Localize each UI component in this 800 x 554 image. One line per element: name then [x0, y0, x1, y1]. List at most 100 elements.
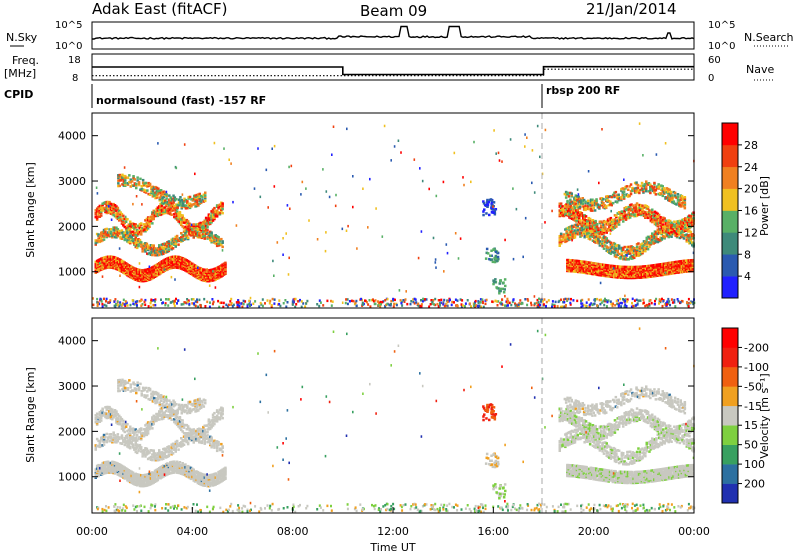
echo-cell: [571, 261, 575, 265]
echo-cell: [689, 217, 693, 221]
echo-cell: [189, 224, 193, 228]
echo-cell: [153, 186, 156, 189]
echo-cell: [691, 269, 695, 273]
echo-cell: [217, 272, 220, 276]
echo-cell: [691, 258, 695, 262]
echo-cell: [605, 299, 607, 302]
echo-cell: [192, 267, 195, 270]
echo-cell: [633, 187, 637, 190]
echo-cell: [635, 249, 639, 253]
echo-cell: [181, 201, 185, 205]
echo-cell: [123, 268, 126, 271]
echo-cell: [209, 234, 212, 238]
echo-cell: [372, 299, 375, 303]
echo-cell: [184, 265, 187, 268]
echo-cell: [169, 260, 172, 263]
echo-cell: [580, 224, 584, 227]
echo-cell: [597, 265, 601, 269]
echo-cell: [109, 259, 113, 262]
echo-cell: [117, 175, 120, 178]
echo-cell: [152, 269, 155, 272]
echo-cell: [559, 240, 563, 244]
echo-cell: [140, 271, 143, 275]
echo-cell: [224, 269, 227, 273]
echo-cell: [162, 200, 166, 203]
echo-cell: [603, 274, 606, 278]
echo-cell: [279, 304, 282, 308]
echo-cell: [222, 301, 225, 305]
echo-cell: [217, 205, 220, 209]
echo-cell: [654, 274, 657, 278]
echo-cell: [94, 241, 97, 245]
echo-cell: [584, 224, 588, 228]
echo-cell: [659, 239, 662, 242]
echo-cell: [170, 255, 173, 259]
echo-cell: [109, 263, 113, 267]
echo-cell: [686, 267, 689, 270]
echo-cell: [169, 204, 172, 207]
echo-cell: [137, 232, 140, 236]
echo-cell: [493, 209, 496, 212]
echo-cell: [676, 270, 679, 273]
echo-cell: [577, 206, 580, 209]
echo-cell: [657, 274, 660, 277]
echo-cell: [588, 264, 591, 267]
echo-cell: [155, 254, 158, 257]
echo-cell: [587, 232, 590, 235]
echo-cell: [118, 231, 121, 234]
echo-cell: [682, 230, 686, 233]
echo-cell: [428, 305, 431, 308]
echo-cell: [153, 187, 156, 191]
echo-cell: [664, 263, 667, 267]
echo-cell: [173, 213, 176, 216]
echo-cell: [149, 218, 153, 221]
echo-cell: [639, 269, 642, 273]
echo-cell: [587, 227, 590, 231]
echo-cell: [101, 263, 104, 267]
echo-cell: [173, 302, 175, 305]
echo-cell: [213, 271, 216, 275]
echo-cell: [571, 206, 574, 210]
echo-cell: [649, 210, 653, 213]
echo-cell: [196, 233, 200, 237]
echo-cell: [572, 235, 575, 238]
echo-cell: [119, 268, 122, 271]
echo-cell: [135, 182, 138, 186]
echo-cell: [163, 243, 166, 247]
echo-cell: [614, 269, 617, 272]
echo-cell: [669, 261, 672, 264]
echo-cell: [160, 261, 164, 265]
echo-cell: [497, 287, 500, 290]
echo-cell: [193, 268, 197, 271]
echo-cell: [131, 277, 135, 280]
echo-cell: [112, 213, 115, 217]
echo-cell: [122, 221, 125, 224]
echo-cell: [680, 222, 683, 225]
echo-cell: [618, 196, 622, 200]
echo-cell: [609, 245, 613, 249]
echo-cell: [152, 245, 155, 249]
echo-cell: [215, 213, 219, 217]
echo-cell: [118, 229, 121, 233]
echo-cell: [156, 253, 160, 257]
echo-cell: [599, 268, 602, 271]
echo-cell: [171, 237, 175, 241]
echo-cell: [140, 241, 143, 244]
echo-cell: [442, 180, 445, 184]
echo-cell: [140, 223, 143, 227]
echo-cell: [588, 262, 591, 266]
noise-tick-top-left: 10^5: [55, 20, 82, 31]
echo-cell: [156, 267, 160, 270]
echo-cell: [615, 244, 618, 248]
echo-cell: [632, 304, 635, 308]
echo-cell: [622, 220, 625, 223]
echo-cell: [171, 266, 175, 269]
echo-cell: [151, 189, 155, 193]
echo-cell: [635, 207, 639, 211]
echo-cell: [689, 218, 693, 222]
echo-cell: [163, 246, 166, 249]
echo-cell: [573, 234, 577, 238]
echo-cell: [619, 216, 622, 220]
echo-cell: [137, 239, 140, 242]
echo-cell: [646, 273, 649, 276]
